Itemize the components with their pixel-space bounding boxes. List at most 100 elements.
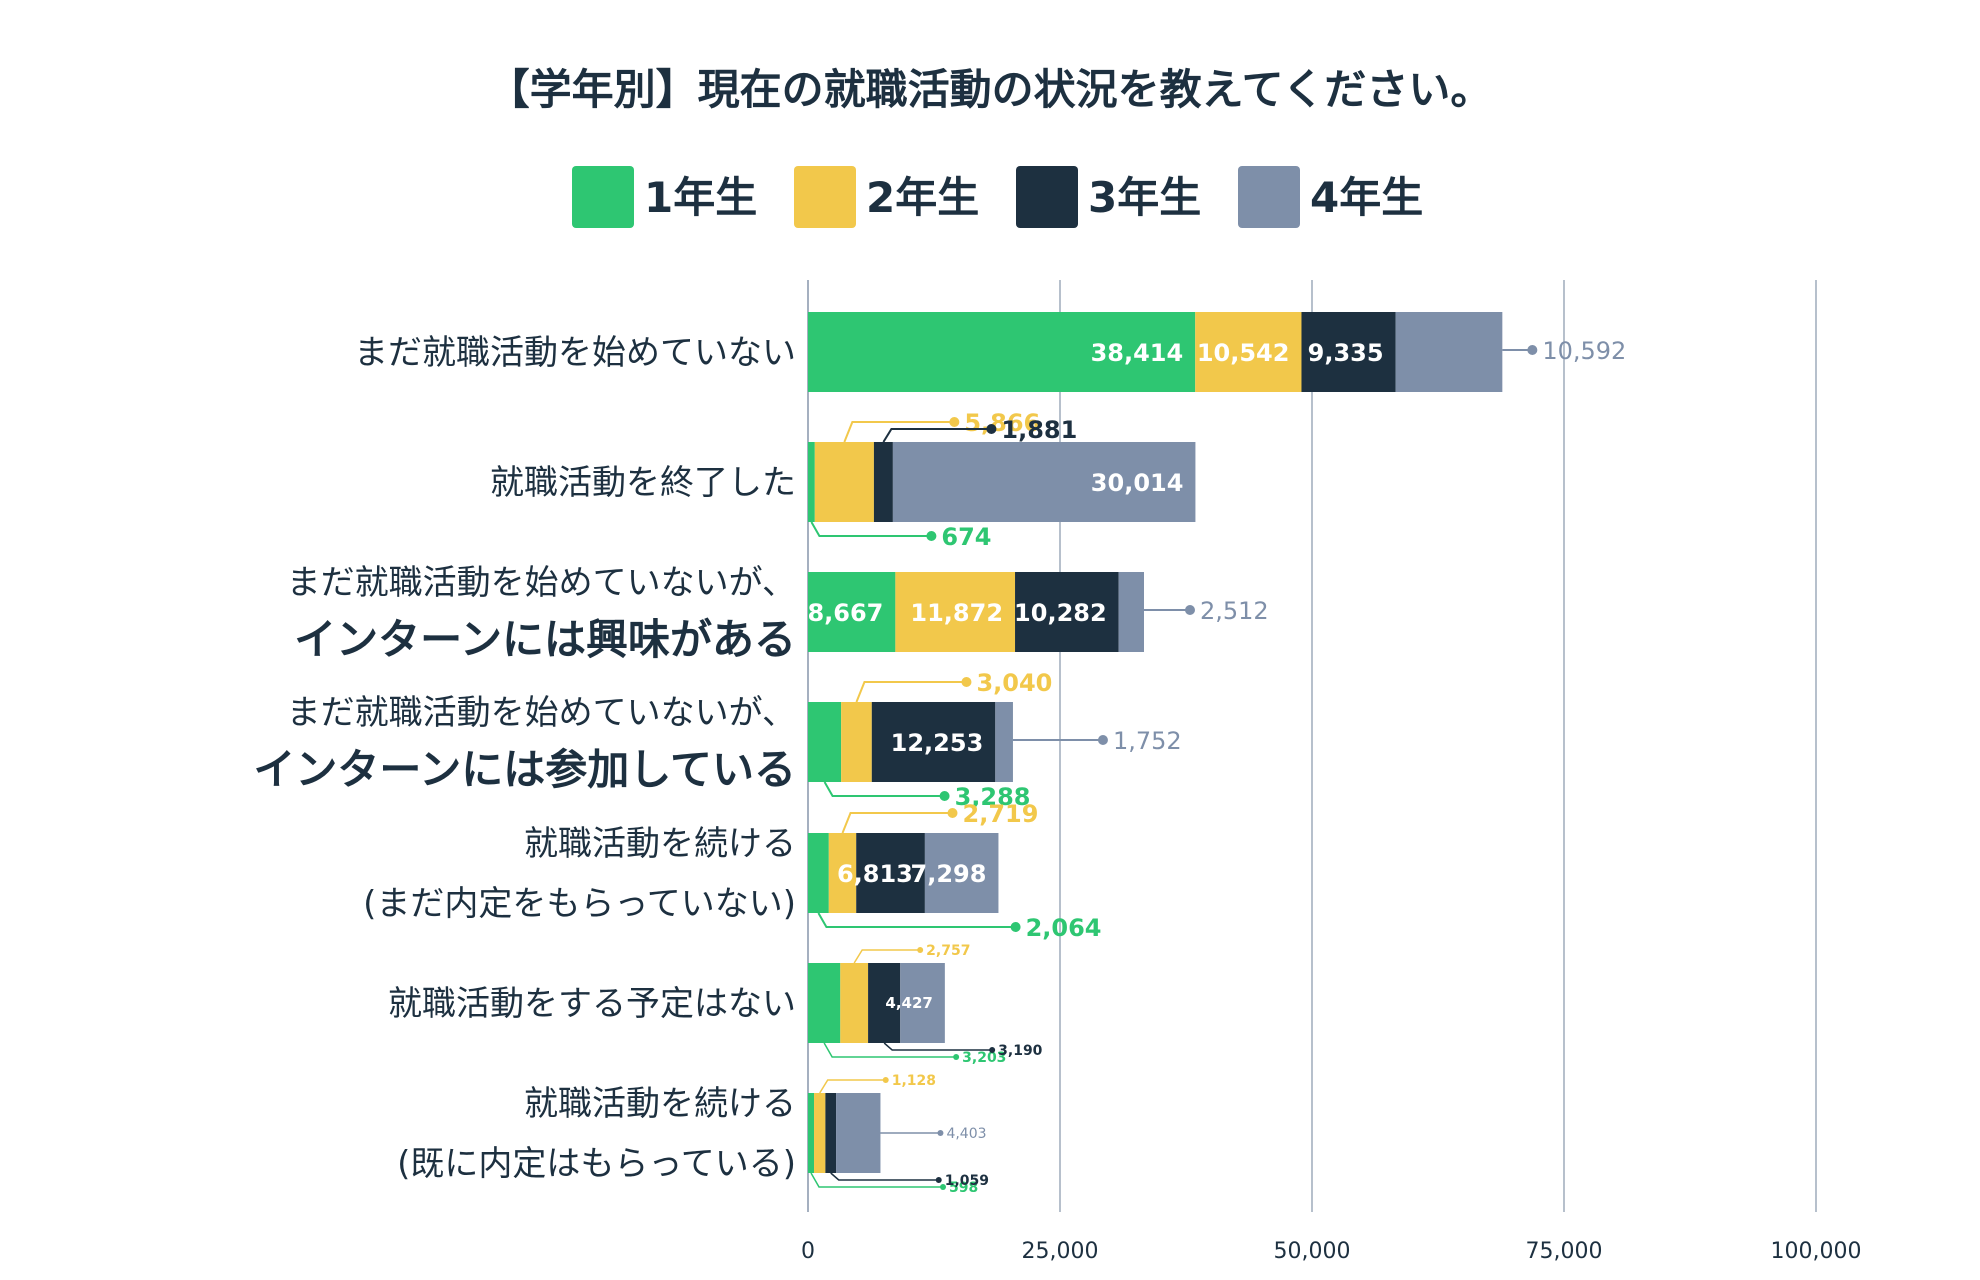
- bar-segment: [892, 442, 1196, 522]
- leader-line: [855, 681, 967, 703]
- grid: [807, 280, 1817, 1212]
- bar-segment: [1015, 572, 1119, 652]
- leader-dot: [1097, 735, 1108, 745]
- value-label: 3,040: [976, 669, 1052, 697]
- value-label: 1,059: [945, 1173, 989, 1189]
- bar-segment: [825, 1093, 837, 1173]
- category-label: 就職活動を続ける: [524, 824, 796, 864]
- leader-line: [819, 1079, 886, 1094]
- bar-segment: [924, 833, 999, 913]
- value-label: 1,128: [892, 1073, 936, 1089]
- legend-swatch: [794, 166, 856, 228]
- value-label: 6,813: [837, 860, 913, 888]
- value-label: 674: [941, 523, 991, 551]
- bar-segment: [1195, 312, 1302, 392]
- legend-label: 3年生: [1088, 173, 1201, 222]
- leader-line: [810, 1172, 944, 1188]
- category-label: 就職活動を続ける: [524, 1084, 796, 1124]
- leader-dot: [949, 417, 960, 427]
- category-label: (まだ内定をもらっていない): [363, 884, 796, 924]
- value-label: 2,512: [1200, 597, 1269, 625]
- leader-line: [841, 812, 953, 834]
- leader-dot: [939, 791, 950, 801]
- bar-segment: [840, 963, 869, 1043]
- bar-segment: [1118, 572, 1144, 652]
- x-tick-label: 100,000: [1771, 1239, 1862, 1264]
- leader-dot: [1184, 605, 1195, 615]
- value-label: 598: [949, 1180, 978, 1196]
- leader-line: [810, 521, 932, 537]
- value-label: 30,014: [1091, 469, 1184, 497]
- bar-segment: [995, 702, 1013, 782]
- leader-dot: [989, 1047, 996, 1053]
- category-label: まだ就職活動を始めていないが、: [287, 693, 796, 733]
- value-label: 5,866: [964, 409, 1040, 437]
- value-label: 11,872: [910, 599, 1003, 627]
- value-label: 10,592: [1542, 337, 1626, 365]
- leader-line: [817, 912, 1016, 928]
- legend-label: 2年生: [866, 173, 979, 222]
- leader-dot: [917, 947, 924, 953]
- value-label: 9,335: [1308, 339, 1384, 367]
- x-tick-label: 75,000: [1526, 1239, 1603, 1264]
- bar-segment: [828, 833, 857, 913]
- category-label: まだ就職活動を始めていない: [354, 333, 796, 373]
- value-label: 10,542: [1197, 339, 1290, 367]
- value-label: 12,253: [891, 729, 984, 757]
- category-label: インターンには参加している: [253, 745, 796, 794]
- legend-label: 4年生: [1310, 173, 1423, 222]
- leader-line: [823, 1042, 957, 1058]
- leader-dot: [1527, 345, 1538, 355]
- leader-line: [853, 949, 921, 964]
- value-label: 3,203: [962, 1050, 1006, 1066]
- value-label: 4,427: [885, 994, 932, 1012]
- value-label: 3,288: [955, 783, 1031, 811]
- chart-title: 【学年別】現在の就職活動の状況を教えてください。: [488, 65, 1493, 114]
- value-label: 3,190: [998, 1043, 1043, 1059]
- leader-dot: [947, 808, 958, 818]
- leader-dot: [935, 1177, 942, 1183]
- value-label: 1,881: [1001, 416, 1077, 444]
- bar-segment: [814, 1093, 826, 1173]
- value-label: 8,667: [807, 599, 883, 627]
- bar-segment: [900, 963, 945, 1043]
- category-label: 就職活動をする予定はない: [388, 984, 796, 1024]
- value-label: 7,298: [911, 860, 987, 888]
- leader-line: [823, 781, 945, 797]
- bar-segment: [808, 572, 896, 652]
- category-label: 就職活動を終了した: [490, 463, 796, 503]
- x-tick-label: 25,000: [1022, 1239, 1099, 1264]
- leader-line: [883, 1042, 993, 1051]
- bar-segment: [808, 963, 841, 1043]
- leader-dot: [940, 1184, 947, 1190]
- x-axis: 0 25,000 50,000 75,000 100,000: [801, 1239, 1861, 1264]
- bar-segment: [836, 1093, 881, 1173]
- value-label: 38,414: [1091, 339, 1184, 367]
- bar-segment: [1301, 312, 1396, 392]
- legend: 1年生 2年生 3年生 4年生: [572, 166, 1423, 228]
- value-label: 1,752: [1113, 727, 1182, 755]
- leader-dot: [937, 1130, 944, 1136]
- legend-label: 1年生: [644, 173, 757, 222]
- bar-segment: [1395, 312, 1503, 392]
- leader-line: [830, 1172, 939, 1181]
- bar-segment: [808, 1093, 815, 1173]
- legend-swatch: [572, 166, 634, 228]
- category-labels: まだ就職活動を始めていない就職活動を終了したまだ就職活動を始めていないが、インタ…: [253, 333, 796, 1184]
- value-label: 2,719: [963, 800, 1039, 828]
- x-tick-label: 50,000: [1274, 1239, 1351, 1264]
- bar-segment: [814, 442, 874, 522]
- bar-segment: [868, 963, 901, 1043]
- category-label: (既に内定はもらっている): [397, 1144, 796, 1184]
- bar-segment: [856, 833, 925, 913]
- category-label: まだ就職活動を始めていないが、: [287, 563, 796, 603]
- bar-segment: [841, 702, 872, 782]
- bar-segment: [871, 702, 996, 782]
- legend-swatch: [1238, 166, 1300, 228]
- bar-segment: [895, 572, 1016, 652]
- leader-dot: [882, 1077, 889, 1083]
- leader-dot: [961, 677, 972, 687]
- leader-dot: [1010, 922, 1021, 932]
